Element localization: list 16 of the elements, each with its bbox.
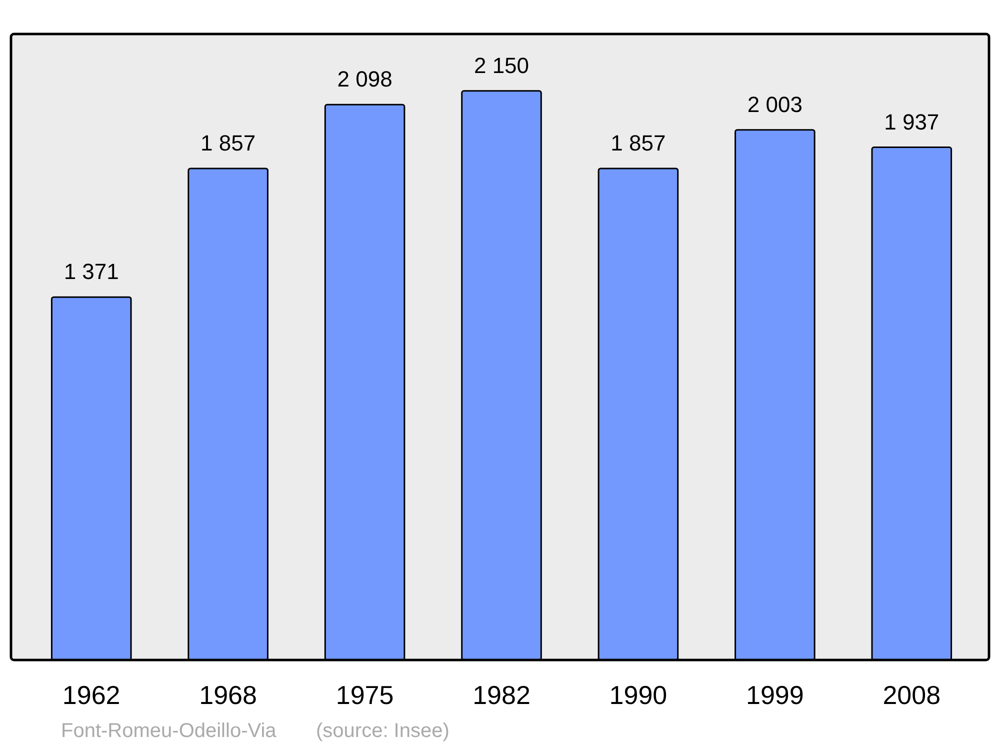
x-tick-label: 1968 [199, 680, 257, 710]
x-tick-label: 1982 [472, 680, 530, 710]
data-label: 1 937 [884, 109, 940, 134]
data-label: 1 857 [610, 130, 666, 156]
x-tick-label: 1990 [609, 680, 668, 710]
data-label: 1 371 [64, 259, 119, 284]
text: Font-Romeu-Odeillo-Via [61, 720, 278, 742]
x-tick-label: 1962 [62, 680, 120, 710]
x-tick-label: 1999 [746, 680, 804, 710]
text: (source: Insee) [316, 720, 450, 742]
data-label: 2 150 [474, 52, 530, 78]
data-label: 2 098 [337, 66, 392, 92]
data-label: 2 003 [747, 92, 802, 117]
x-tick-label: 1975 [336, 680, 394, 710]
data-label: 1 857 [200, 130, 256, 156]
x-tick-label: 2008 [882, 680, 941, 710]
